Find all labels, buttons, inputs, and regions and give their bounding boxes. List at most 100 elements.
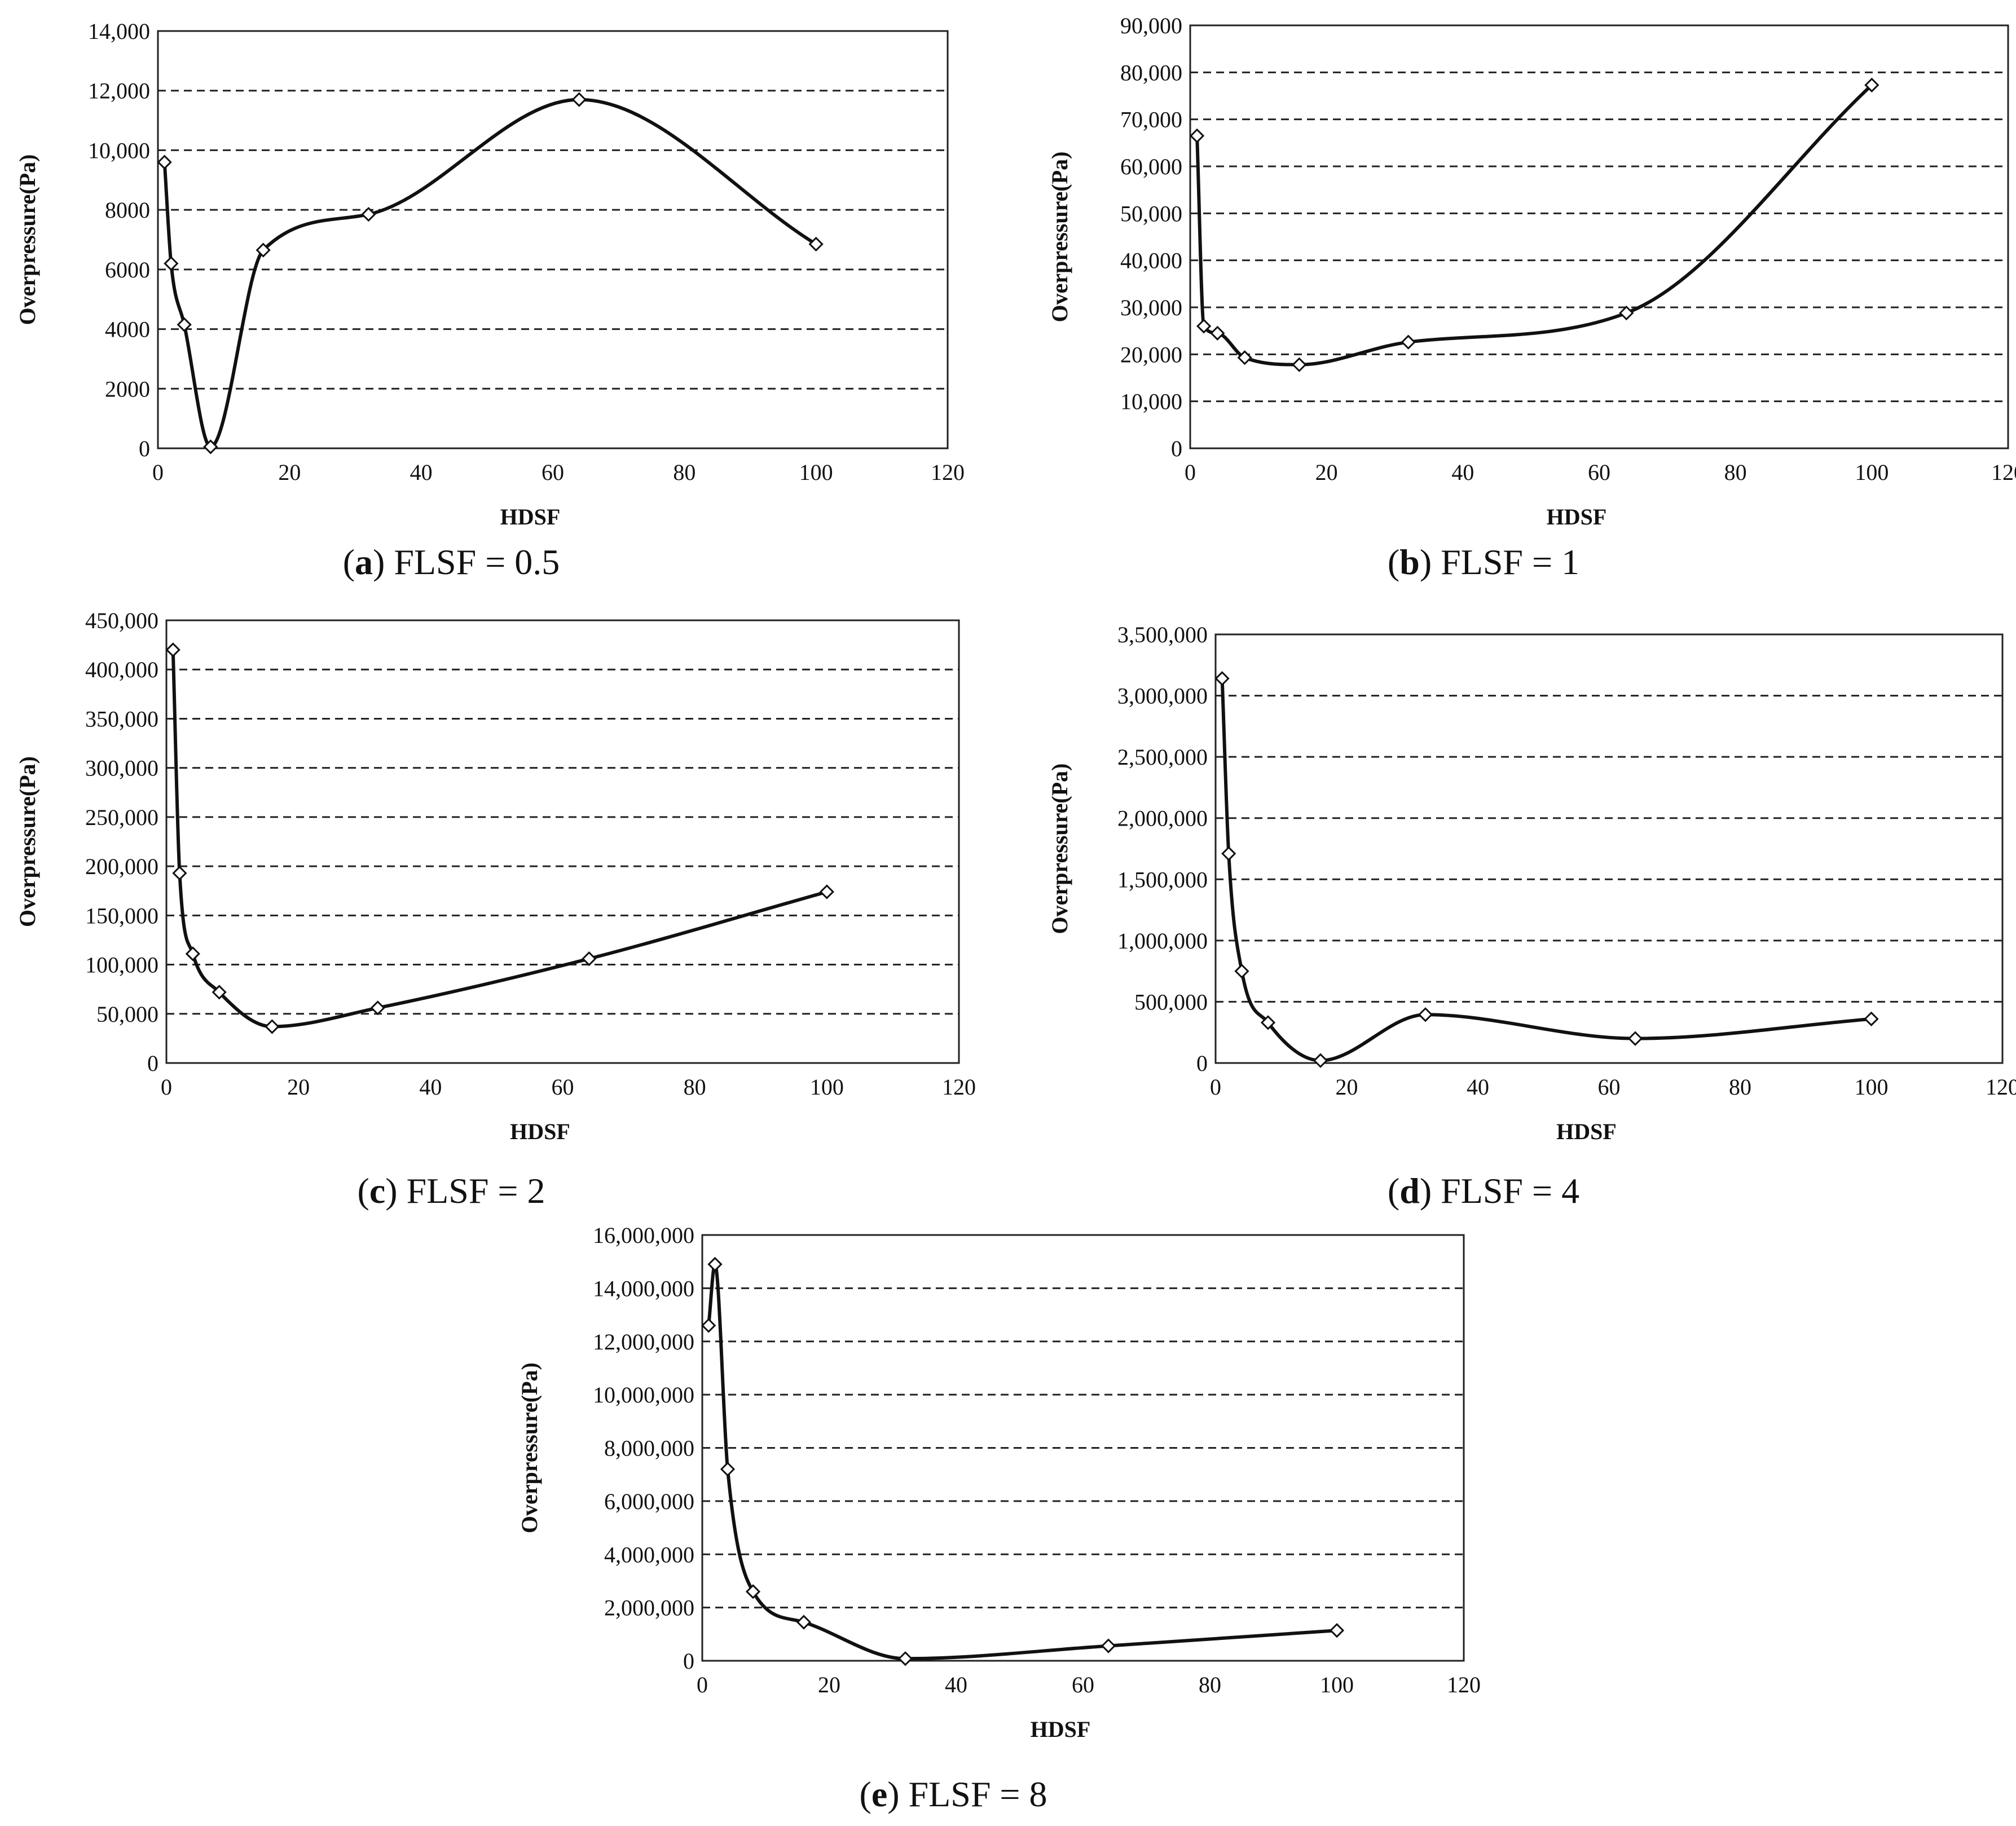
chart-panel-a: 0 2000 4000 6000 8000 10,000 12,000 14,000 0 20 40… [0,0,965,582]
data-point-marker [1210,325,1225,341]
chart-panel-d: 0 500,000 1,000,000 1,500,000 2,000,000 2,500… [1032,612,2016,1211]
data-point-marker [1189,128,1205,143]
chart-d-svg: 0 500,000 1,000,000 1,500,000 2,000,000 2,500… [1047,622,2016,1144]
y-tick-label: 2000 [105,376,150,402]
x-tick-label: 80 [1724,460,1747,485]
y-tick-label: 350,000 [85,706,159,731]
x-tick-label: 60 [1598,1074,1621,1100]
data-point-marker [1313,1053,1328,1068]
y-tick-label: 3,000,000 [1117,683,1208,709]
x-tick-label: 0 [161,1074,172,1100]
x-tick-label: 120 [942,1074,976,1100]
data-point-marker [1401,334,1416,350]
chart-b-svg: 0 10,000 20,000 30,000 40,000 50,000 60,000 70,… [1047,13,2016,530]
data-point-marker [1101,1638,1116,1653]
data-point-marker [1214,671,1230,686]
data-point-marker [897,1651,913,1666]
y-tick-label: 0 [1171,436,1182,461]
data-point-marker [1234,964,1249,979]
y-tick-label: 400,000 [85,657,159,682]
x-tick-label: 20 [278,460,301,485]
caption-a: (a) FLSF = 0.5 [342,542,560,582]
x-tick-label: 120 [1447,1672,1481,1697]
y-tick-label: 100,000 [85,952,159,978]
caption-b: (b) FLSF = 1 [1387,542,1580,582]
caption-b-letter: b [1399,542,1420,582]
caption-a-text: FLSF = 0.5 [394,542,560,582]
data-point-marker [1196,319,1212,334]
caption-c: (c) FLSF = 2 [357,1171,545,1211]
data-point-marker [185,946,200,961]
data-point-marker [819,884,834,899]
x-tick-label: 120 [1986,1074,2016,1100]
data-point-marker [172,866,187,881]
x-tick-label: 0 [697,1672,708,1697]
x-tick-label: 80 [1729,1074,1751,1100]
data-point-marker [1627,1031,1643,1046]
y-tick-label: 40,000 [1120,248,1182,274]
y-tick-label: 12,000 [88,78,150,104]
y-tick-label: 2,000,000 [604,1595,694,1621]
y-tick-label: 6,000,000 [604,1489,694,1514]
data-point-marker [177,317,192,332]
y-axis-title: Overpressure(Pa) [517,1362,542,1533]
y-tick-label: 2,000,000 [1117,806,1208,831]
data-point-marker [1619,305,1634,321]
data-point-marker [1864,1011,1879,1026]
caption-d-letter: d [1399,1171,1420,1211]
caption-d: (d) FLSF = 4 [1387,1171,1580,1211]
x-tick-label: 40 [419,1074,442,1100]
x-tick-label: 60 [542,460,564,485]
plot-area-frame [165,619,960,1064]
x-tick-label: 120 [931,460,965,485]
y-tick-label: 60,000 [1120,154,1182,179]
x-axis-title: HDSF [1031,1717,1091,1742]
x-tick-label: 20 [1315,460,1338,485]
y-tick-label: 8000 [105,197,150,223]
x-tick-label: 40 [1467,1074,1489,1100]
x-tick-label: 0 [1185,460,1196,485]
data-point-marker [1237,350,1252,365]
x-tick-label: 60 [552,1074,574,1100]
y-tick-label: 150,000 [85,903,159,928]
y-tick-label: 0 [147,1051,159,1076]
y-tick-label: 0 [1196,1051,1208,1076]
data-point-marker [1260,1015,1276,1030]
y-tick-label: 12,000,000 [593,1329,694,1355]
data-point-marker [701,1318,716,1333]
chart-panel-b: 0 10,000 20,000 30,000 40,000 50,000 60,000 70,… [1032,0,2016,582]
y-tick-label: 10,000,000 [593,1382,694,1408]
data-point-marker [165,642,181,658]
chart-e-svg: 0 2,000,000 4,000,000 6,000,000 8,000,000 10,… [517,1227,1481,1742]
chart-panel-e: 0 2,000,000 4,000,000 6,000,000 8,000,000 10,… [502,1227,1481,1814]
y-tick-label: 1,500,000 [1117,867,1208,892]
x-axis-title: HDSF [1547,504,1607,530]
x-tick-label: 100 [1855,460,1889,485]
chart-c-svg: 0 50,000 100,000 150,000 200,000 250,000 300,0… [15,612,976,1144]
data-point-marker [1418,1007,1433,1022]
x-tick-label: 80 [684,1074,706,1100]
data-point-marker [164,256,179,271]
x-tick-label: 20 [287,1074,310,1100]
y-tick-label: 250,000 [85,805,159,830]
y-tick-label: 300,000 [85,756,159,781]
y-tick-label: 500,000 [1134,989,1208,1015]
data-point-marker [265,1019,280,1034]
x-tick-label: 40 [945,1672,967,1697]
data-point-marker [361,206,376,222]
data-point-marker [720,1462,736,1477]
x-tick-label: 60 [1072,1672,1094,1697]
x-tick-label: 40 [410,460,433,485]
caption-c-letter: c [369,1171,386,1211]
x-axis-title: HDSF [1556,1119,1617,1144]
y-tick-label: 10,000 [1120,389,1182,414]
chart-a-svg: 0 2000 4000 6000 8000 10,000 12,000 14,000 0 20 40… [15,19,965,530]
y-tick-label: 20,000 [1120,342,1182,367]
x-tick-label: 0 [1210,1074,1221,1100]
data-point-marker [1329,1623,1345,1638]
caption-c-text: FLSF = 2 [406,1171,545,1211]
caption-b-text: FLSF = 1 [1441,542,1580,582]
data-point-marker [212,985,227,1000]
y-axis-title: Overpressure(Pa) [15,756,40,927]
y-tick-label: 14,000,000 [593,1276,694,1301]
